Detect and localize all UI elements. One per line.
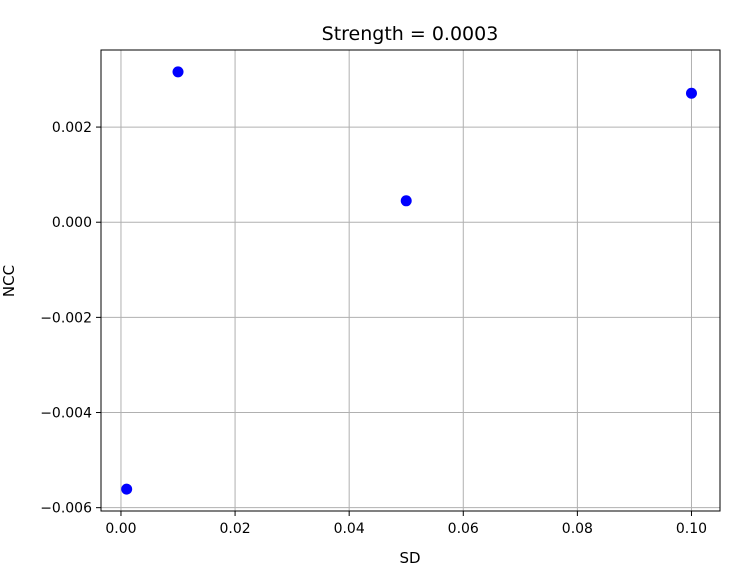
x-axis-label: SD: [399, 549, 420, 567]
y-tick-label: −0.002: [40, 310, 92, 326]
x-tick-label: 0.00: [105, 521, 136, 537]
y-axis-ticks: −0.006 −0.004 −0.002 0.000 0.002: [40, 120, 101, 517]
y-tick-label: −0.004: [40, 406, 92, 422]
data-point: [685, 87, 697, 99]
y-tick-label: −0.006: [40, 501, 92, 517]
plot-frame: [100, 49, 721, 512]
data-point: [121, 483, 133, 495]
data-points: [121, 66, 697, 495]
chart-title: Strength = 0.0003: [322, 23, 499, 45]
x-axis-ticks: 0.00 0.02 0.04 0.06 0.08 0.10: [105, 511, 707, 537]
grid: [101, 50, 720, 511]
data-point: [172, 66, 184, 78]
data-point: [400, 195, 412, 207]
x-tick-label: 0.06: [448, 521, 479, 537]
x-tick-label: 0.08: [562, 521, 593, 537]
y-tick-label: 0.002: [52, 120, 92, 136]
x-tick-label: 0.10: [676, 521, 707, 537]
x-tick-label: 0.02: [219, 521, 250, 537]
x-tick-label: 0.04: [334, 521, 365, 537]
y-axis-label: NCC: [0, 265, 18, 297]
y-tick-label: 0.000: [52, 215, 92, 231]
